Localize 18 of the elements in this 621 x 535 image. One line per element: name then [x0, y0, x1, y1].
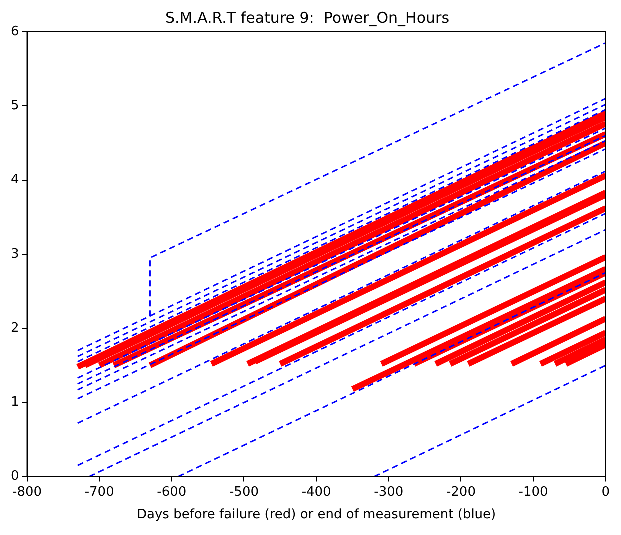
x-tick-label: 0: [602, 484, 610, 500]
x-tick-label: -400: [302, 484, 332, 500]
x-tick-label: -100: [518, 484, 548, 500]
x-tick-label: -300: [374, 484, 404, 500]
y-tick-label: 5: [10, 98, 20, 114]
y-tick-label: 1: [10, 395, 20, 410]
y-tick-label: 2: [10, 320, 20, 336]
x-tick-label: -600: [157, 484, 187, 500]
x-tick-label: -500: [229, 484, 259, 500]
x-axis-title: Days before failure (red) or end of measurement (blue): [137, 508, 496, 523]
x-tick-label: -200: [446, 484, 476, 500]
chart-title: S.M.A.R.T feature 9: Power_On_Hours: [165, 8, 450, 27]
y-tick-label: 3: [10, 246, 20, 262]
y-tick-label: 4: [10, 172, 20, 188]
y-tick-label: 6: [10, 24, 20, 40]
x-tick-label: -800: [12, 484, 42, 500]
y-tick-label: 0: [10, 469, 20, 484]
x-tick-label: -700: [84, 484, 114, 500]
